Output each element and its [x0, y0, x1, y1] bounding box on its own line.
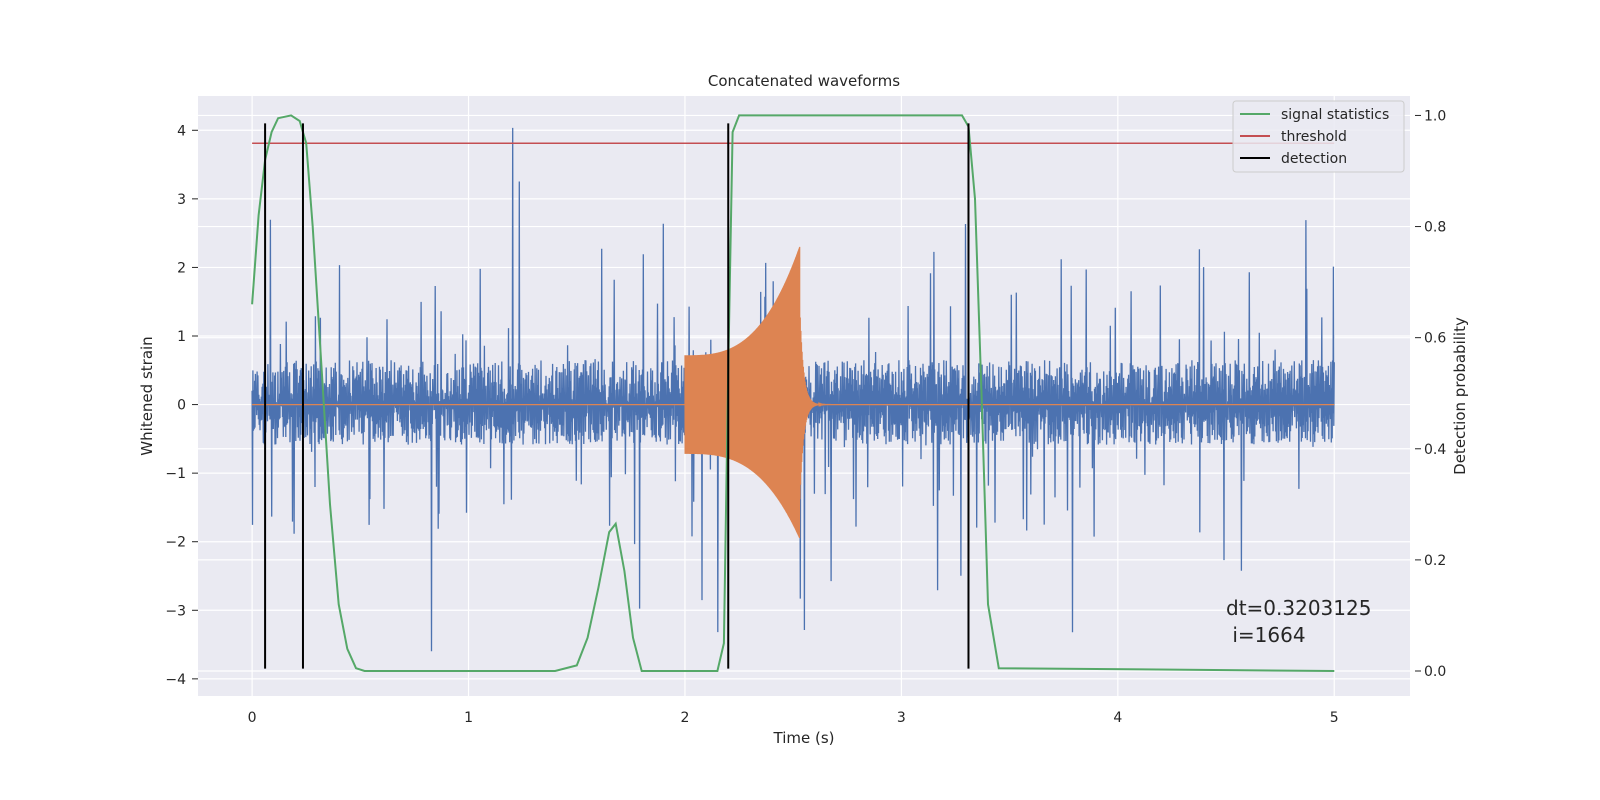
y-tick-label: 3: [177, 192, 186, 208]
x-tick-label: 2: [681, 710, 690, 726]
chart-title: Concatenated waveforms: [708, 72, 900, 90]
right-tick-labels: 0.0 0.2 0.4 0.6 0.8 1.0: [1415, 108, 1446, 680]
legend-label-signal-statistics: signal statistics: [1281, 107, 1389, 123]
y-tick-label: −1: [165, 466, 186, 482]
legend-label-detection: detection: [1281, 151, 1347, 167]
series-layer: [251, 114, 1335, 672]
y-tick-label: −4: [165, 672, 186, 688]
y-tick-label: −2: [165, 535, 186, 551]
x-tick-label: 0: [248, 710, 257, 726]
right-axis-label: Detection probability: [1451, 317, 1469, 475]
right-tick-label: 0.0: [1424, 664, 1446, 680]
y-axis-label: Whitened strain: [138, 336, 156, 455]
x-tick-label: 5: [1330, 710, 1339, 726]
x-tick-label: 4: [1113, 710, 1122, 726]
y-tick-label: 0: [177, 398, 186, 414]
x-tick-label: 3: [897, 710, 906, 726]
right-tick-label: 0.6: [1424, 331, 1446, 347]
y-tick-label: −3: [165, 603, 186, 619]
right-tick-label: 0.4: [1424, 442, 1446, 458]
right-tick-label: 1.0: [1424, 108, 1446, 124]
x-tick-label: 1: [464, 710, 473, 726]
annotation-dt: dt=0.3203125: [1226, 596, 1371, 620]
right-tick-label: 0.2: [1424, 553, 1446, 569]
x-tick-labels: 0 1 2 3 4 5: [248, 710, 1339, 726]
y-tick-labels: −4 −3 −2 −1 0 1 2 3 4: [165, 123, 198, 688]
legend-box: [1232, 100, 1405, 173]
y-tick-label: 1: [177, 329, 186, 345]
annotation-i: i=1664: [1226, 623, 1306, 647]
y-tick-label: 4: [177, 123, 186, 139]
chirp-series: [252, 246, 1335, 539]
y-tick-label: 2: [177, 260, 186, 276]
legend: signal statistics threshold detection: [1232, 100, 1405, 173]
legend-label-threshold: threshold: [1281, 129, 1347, 145]
signal-statistics-line: [251, 114, 1335, 672]
x-axis-label: Time (s): [773, 729, 835, 747]
right-tick-label: 0.8: [1424, 220, 1446, 236]
